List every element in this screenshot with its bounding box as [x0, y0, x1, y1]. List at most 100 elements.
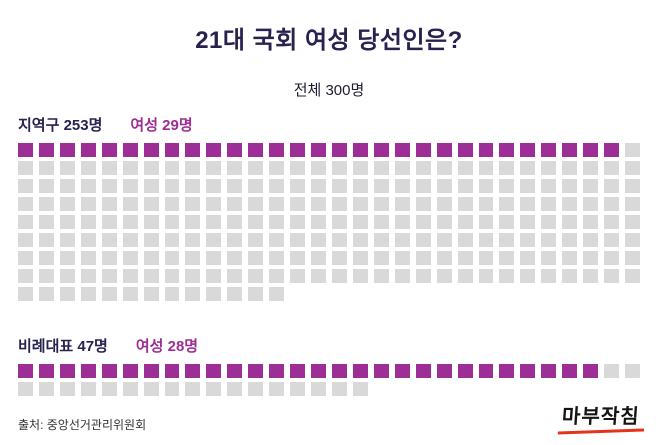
waffle-cell-women [227, 143, 243, 157]
waffle-cell-other [373, 161, 389, 175]
waffle-cell-other [269, 215, 285, 229]
waffle-cell-other [436, 251, 452, 265]
waffle-cell-other [541, 215, 557, 229]
waffle-cell-women [18, 364, 33, 378]
waffle-cell-other [311, 161, 326, 175]
waffle-cell-other [373, 215, 389, 229]
waffle-cell-women [562, 143, 578, 157]
waffle-cell-other [520, 251, 536, 265]
waffle-cell-other [352, 197, 368, 211]
waffle-cell-other [185, 197, 201, 211]
waffle-cell-other [59, 197, 75, 211]
waffle-cell-other [604, 364, 620, 378]
waffle-cell-other [625, 233, 640, 247]
waffle-cell-other [332, 251, 347, 265]
waffle-cell-other [227, 251, 243, 265]
waffle-cell-other [562, 269, 578, 283]
waffle-cell-other [164, 233, 180, 247]
waffle-cell-other [457, 197, 473, 211]
proportional-waffle-chart [18, 364, 640, 396]
waffle-cell-other [541, 251, 557, 265]
waffle-cell-other [143, 269, 159, 283]
waffle-cell-other [352, 179, 368, 193]
waffle-cell-other [143, 197, 159, 211]
waffle-cell-women [122, 364, 138, 378]
waffle-cell-other [436, 161, 452, 175]
section-proportional-header: 비례대표 47명 여성 28명 [18, 335, 640, 356]
waffle-cell-other [332, 161, 347, 175]
waffle-cell-other [583, 269, 599, 283]
waffle-cell-other [352, 233, 368, 247]
waffle-cell-other [269, 179, 285, 193]
waffle-cell-other [394, 233, 410, 247]
waffle-cell-other [352, 215, 368, 229]
waffle-cell-other [38, 382, 54, 396]
waffle-cell-other [206, 233, 222, 247]
waffle-cell-other [248, 287, 264, 301]
waffle-cell-other [248, 382, 264, 396]
waffle-cell-other [143, 382, 159, 396]
waffle-cell-other [227, 269, 243, 283]
waffle-cell-other [101, 251, 117, 265]
waffle-cell-other [332, 179, 347, 193]
waffle-cell-other [311, 382, 326, 396]
waffle-cell-women [457, 143, 473, 157]
waffle-cell-other [562, 251, 578, 265]
waffle-cell-women [185, 364, 201, 378]
waffle-cell-women [332, 143, 347, 157]
waffle-cell-other [415, 161, 431, 175]
waffle-cell-other [206, 251, 222, 265]
waffle-cell-other [520, 215, 536, 229]
waffle-cell-women [80, 364, 96, 378]
waffle-cell-women [18, 143, 33, 157]
waffle-cell-other [311, 251, 326, 265]
waffle-cell-other [18, 382, 33, 396]
waffle-cell-women [541, 364, 557, 378]
waffle-cell-other [59, 251, 75, 265]
waffle-cell-women [583, 364, 599, 378]
waffle-cell-other [101, 215, 117, 229]
waffle-cell-other [604, 215, 620, 229]
waffle-cell-women [59, 364, 75, 378]
waffle-cell-other [248, 233, 264, 247]
waffle-cell-other [394, 269, 410, 283]
waffle-cell-other [164, 382, 180, 396]
waffle-cell-other [583, 251, 599, 265]
waffle-cell-other [478, 251, 494, 265]
waffle-cell-other [227, 287, 243, 301]
waffle-cell-other [143, 215, 159, 229]
waffle-cell-other [311, 215, 326, 229]
waffle-cell-other [415, 179, 431, 193]
waffle-cell-other [38, 233, 54, 247]
waffle-cell-women [436, 143, 452, 157]
logo-text: 마부작침 [561, 406, 641, 428]
waffle-cell-other [394, 197, 410, 211]
waffle-cell-other [101, 269, 117, 283]
waffle-cell-other [541, 233, 557, 247]
waffle-cell-women [478, 364, 494, 378]
waffle-cell-women [248, 143, 264, 157]
waffle-cell-other [80, 161, 96, 175]
waffle-cell-women [373, 364, 389, 378]
waffle-cell-other [164, 215, 180, 229]
waffle-cell-other [122, 215, 138, 229]
waffle-cell-other [80, 197, 96, 211]
waffle-cell-other [227, 179, 243, 193]
waffle-cell-other [80, 251, 96, 265]
waffle-cell-other [18, 179, 33, 193]
waffle-cell-other [604, 251, 620, 265]
waffle-cell-other [248, 197, 264, 211]
waffle-cell-other [206, 161, 222, 175]
waffle-cell-women [394, 364, 410, 378]
waffle-cell-other [625, 161, 640, 175]
waffle-cell-other [122, 179, 138, 193]
waffle-cell-women [415, 364, 431, 378]
waffle-cell-other [415, 215, 431, 229]
section-proportional: 비례대표 47명 여성 28명 [18, 335, 640, 396]
waffle-cell-other [122, 161, 138, 175]
waffle-cell-other [541, 269, 557, 283]
waffle-cell-other [352, 161, 368, 175]
waffle-cell-other [499, 233, 515, 247]
waffle-cell-other [59, 269, 75, 283]
waffle-cell-other [562, 161, 578, 175]
